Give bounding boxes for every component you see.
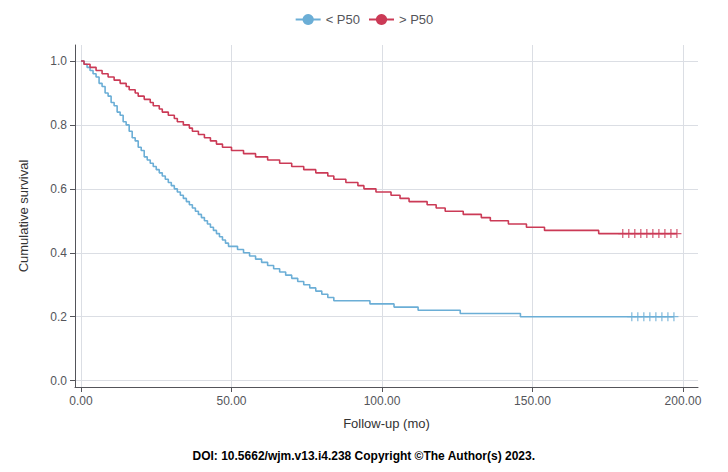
svg-text:0.6: 0.6 <box>50 182 67 196</box>
svg-text:0.8: 0.8 <box>50 118 67 132</box>
svg-text:200.00: 200.00 <box>665 394 702 408</box>
svg-text:0.4: 0.4 <box>50 246 67 260</box>
svg-text:> P50: > P50 <box>399 12 433 27</box>
svg-text:DOI: 10.5662/wjm.v13.i4.238 Co: DOI: 10.5662/wjm.v13.i4.238 Copyright ©T… <box>193 449 536 463</box>
svg-text:100.00: 100.00 <box>364 394 401 408</box>
svg-text:0.2: 0.2 <box>50 310 67 324</box>
svg-text:0.00: 0.00 <box>69 394 93 408</box>
svg-text:1.0: 1.0 <box>50 54 67 68</box>
svg-text:Cumulative survival: Cumulative survival <box>16 160 31 273</box>
svg-text:Follow-up (mo): Follow-up (mo) <box>343 416 430 431</box>
svg-text:50.00: 50.00 <box>216 394 246 408</box>
svg-text:0.0: 0.0 <box>50 374 67 388</box>
svg-text:< P50: < P50 <box>326 12 360 27</box>
svg-text:150.00: 150.00 <box>514 394 551 408</box>
